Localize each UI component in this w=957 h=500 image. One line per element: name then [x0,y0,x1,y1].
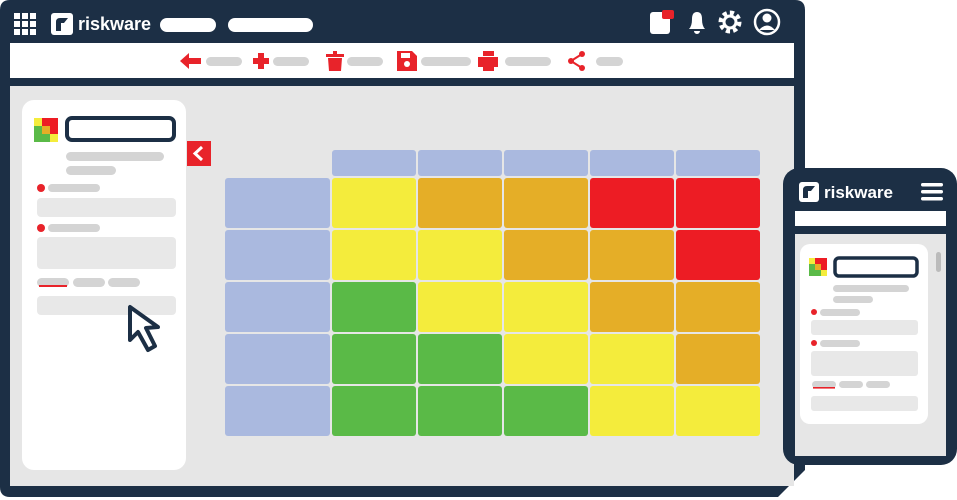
mini-cell [50,126,58,134]
mini-cell [821,258,827,264]
logo [51,13,73,35]
matrix-cell [418,334,502,384]
row-header [225,230,330,280]
matrix-cell [332,386,416,436]
mobile-fields[interactable] [811,320,918,411]
matrix-cell [504,282,588,332]
matrix-cell [504,334,588,384]
matrix-cell [676,282,760,332]
active-tab [39,285,67,287]
matrix-cell [504,230,588,280]
mini-cell [809,270,815,276]
matrix-cell [504,178,588,228]
matrix-cell [590,334,674,384]
apps-icon[interactable] [14,13,36,35]
menu-icon[interactable] [921,183,943,201]
matrix-cell [418,386,502,436]
cursor [128,305,160,352]
mini-cell [34,118,42,126]
active-tab [813,387,835,389]
panel-fields[interactable] [37,198,176,315]
matrix-cell [590,386,674,436]
bell-icon[interactable] [689,12,705,34]
matrix-cell [332,282,416,332]
row-header [225,334,330,384]
matrix-cell [590,178,674,228]
row-header [225,282,330,332]
notes-icon[interactable] [650,10,674,34]
mini-cell [42,118,50,126]
mini-matrix-icon [809,258,827,276]
mini-cell [821,264,827,270]
settings-icon[interactable] [718,10,742,34]
mini-cell [809,258,815,264]
matrix-cell [676,230,760,280]
mobile-search[interactable] [833,256,919,278]
matrix-cell [590,230,674,280]
row-header [225,386,330,436]
toolbar-labels [206,57,623,66]
nav-pill[interactable] [228,18,313,32]
row-header [225,178,330,228]
required-dot [37,224,45,232]
column-header [676,150,760,176]
mini-cell [50,118,58,126]
required-dot [811,340,817,346]
mobile-toolbar [795,211,946,226]
matrix-cell [590,282,674,332]
mini-matrix-icon [34,118,58,142]
matrix-cell [418,178,502,228]
mini-cell [809,264,815,270]
column-header [332,150,416,176]
matrix-cell [676,178,760,228]
mini-cell [42,126,50,134]
mini-cell [42,134,50,142]
matrix-cell [676,386,760,436]
mobile-logo [799,182,819,202]
matrix-cell [332,334,416,384]
user-icon[interactable] [753,8,781,36]
column-header [418,150,502,176]
matrix-cell [676,334,760,384]
brand: riskware [78,14,151,34]
risk-matrix [225,150,760,436]
matrix-cell [418,230,502,280]
column-header [504,150,588,176]
panel-placeholders [37,152,164,287]
toolbar-icons[interactable] [180,51,585,71]
collapse-button[interactable] [187,141,211,166]
column-header [590,150,674,176]
mini-cell [34,134,42,142]
matrix-cell [418,282,502,332]
mini-cell [50,134,58,142]
matrix-cell [332,230,416,280]
mini-cell [821,270,827,276]
mini-cell [34,126,42,134]
mini-cell [815,270,821,276]
matrix-cell [504,386,588,436]
required-dot [37,184,45,192]
scrollbar [936,252,941,272]
mini-cell [815,258,821,264]
mobile-brand: riskware [824,183,893,202]
mini-cell [815,264,821,270]
search-field[interactable] [65,116,176,142]
mobile-placeholders [812,285,909,388]
nav-pill[interactable] [160,18,216,32]
required-dot [811,309,817,315]
matrix-cell [332,178,416,228]
